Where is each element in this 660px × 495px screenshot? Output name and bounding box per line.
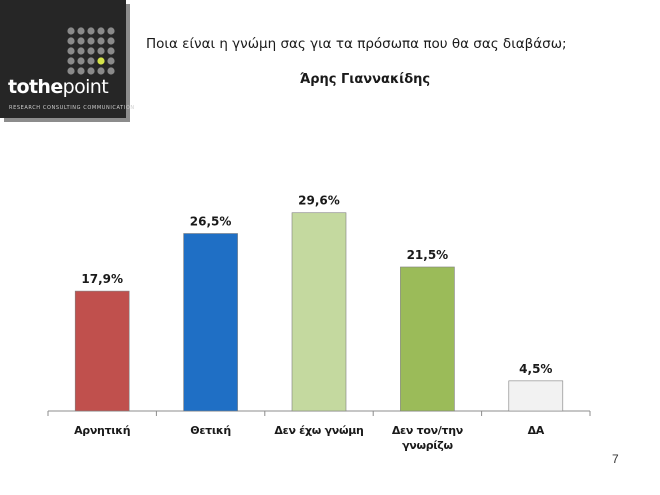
logo-dot	[77, 57, 85, 65]
logo-dot	[87, 27, 95, 35]
logo-tagline: RESEARCH CONSULTING COMMUNICATION	[9, 105, 135, 111]
logo-dot	[77, 27, 85, 35]
category-label: γνωρίζω	[402, 439, 453, 452]
category-label: Θετική	[190, 424, 231, 437]
data-label: 26,5%	[190, 214, 232, 228]
bar	[183, 233, 238, 412]
subject-name: Άρης Γιαννακίδης	[299, 72, 431, 87]
bar	[400, 266, 455, 412]
logo: tothepoint RESEARCH CONSULTING COMMUNICA…	[0, 0, 134, 118]
logo-dot	[67, 47, 75, 55]
logo-dot	[97, 27, 105, 35]
logo-dot	[97, 37, 105, 45]
category-label: Δεν τον/την	[392, 424, 463, 437]
logo-dot	[107, 37, 115, 45]
logo-dot	[87, 47, 95, 55]
data-label: 21,5%	[407, 248, 449, 262]
survey-question: Ποια είναι η γνώμη σας για τα πρόσωπα πο…	[146, 36, 567, 52]
logo-dot	[77, 37, 85, 45]
logo-dot	[67, 37, 75, 45]
logo-dot	[97, 67, 105, 75]
logo-dot	[77, 67, 85, 75]
logo-dot-grid-icon	[67, 27, 115, 75]
bar	[291, 212, 347, 412]
logo-dot	[67, 27, 75, 35]
logo-dot	[67, 57, 75, 65]
logo-dot	[97, 47, 105, 55]
category-label: ΔΑ	[528, 424, 545, 437]
logo-dot	[87, 37, 95, 45]
data-label: 4,5%	[519, 362, 552, 376]
category-label: Αρνητική	[74, 424, 130, 437]
logo-dot	[107, 27, 115, 35]
logo-dot	[107, 67, 115, 75]
logo-dot	[107, 57, 115, 65]
category-label: Δεν έχω γνώμη	[274, 424, 363, 437]
data-label: 17,9%	[81, 272, 123, 286]
bar	[508, 380, 564, 412]
logo-dot	[87, 67, 95, 75]
logo-dot	[77, 47, 85, 55]
logo-dot	[97, 57, 105, 65]
logo-dot	[107, 47, 115, 55]
bar	[74, 290, 130, 412]
logo-dot	[67, 67, 75, 75]
logo-dot	[87, 57, 95, 65]
data-label: 29,6%	[298, 194, 340, 208]
logo-wordmark: tothepoint	[8, 76, 109, 98]
page-number: 7	[612, 452, 619, 466]
